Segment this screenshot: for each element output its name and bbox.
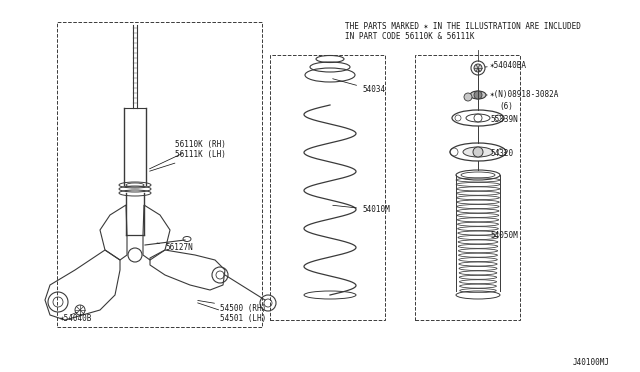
Text: 54050M: 54050M xyxy=(490,231,518,240)
Text: J40100MJ: J40100MJ xyxy=(573,358,610,367)
Bar xyxy=(57,22,262,327)
Text: ✶54040BA: ✶54040BA xyxy=(485,61,527,70)
Text: 54501 (LH): 54501 (LH) xyxy=(198,303,266,323)
Text: 54034: 54034 xyxy=(333,79,385,94)
Text: 54320: 54320 xyxy=(490,148,513,157)
Circle shape xyxy=(464,93,472,101)
Text: 56110K (RH): 56110K (RH) xyxy=(150,141,226,169)
Text: (6): (6) xyxy=(499,102,513,110)
Text: 56127N: 56127N xyxy=(157,243,193,253)
Ellipse shape xyxy=(470,91,486,99)
Text: IN PART CODE 56110K & 56111K: IN PART CODE 56110K & 56111K xyxy=(345,32,474,41)
Circle shape xyxy=(474,64,482,72)
Ellipse shape xyxy=(463,147,493,157)
Text: 56111K (LH): 56111K (LH) xyxy=(150,151,226,171)
Text: THE PARTS MARKED ✶ IN THE ILLUSTRATION ARE INCLUDED: THE PARTS MARKED ✶ IN THE ILLUSTRATION A… xyxy=(345,22,581,31)
Text: 55339N: 55339N xyxy=(490,115,518,125)
Bar xyxy=(270,55,385,320)
Text: ✶(N)08918-3082A: ✶(N)08918-3082A xyxy=(486,90,559,99)
Circle shape xyxy=(473,147,483,157)
Circle shape xyxy=(474,91,482,99)
Text: ✶54040B: ✶54040B xyxy=(60,314,92,323)
Bar xyxy=(415,55,520,320)
Text: 54010M: 54010M xyxy=(333,205,390,215)
Text: 54500 (RH): 54500 (RH) xyxy=(198,301,266,312)
